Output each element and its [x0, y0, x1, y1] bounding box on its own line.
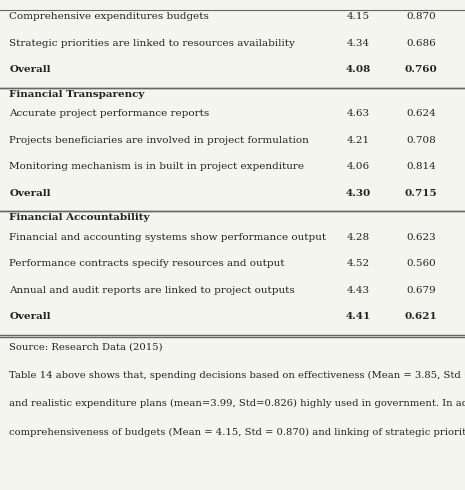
Text: Annual and audit reports are linked to project outputs: Annual and audit reports are linked to p… — [9, 286, 295, 294]
Text: 0.624: 0.624 — [406, 109, 436, 118]
Text: Strategic priorities are linked to resources availability: Strategic priorities are linked to resou… — [9, 39, 295, 48]
Text: Table 14 above shows that, spending decisions based on effectiveness (Mean = 3.8: Table 14 above shows that, spending deci… — [9, 371, 465, 380]
Text: 0.679: 0.679 — [406, 286, 436, 294]
Text: 4.41: 4.41 — [345, 312, 371, 321]
Text: 0.621: 0.621 — [405, 312, 437, 321]
Text: 4.06: 4.06 — [346, 162, 370, 171]
Text: Projects beneficiaries are involved in project formulation: Projects beneficiaries are involved in p… — [9, 136, 309, 145]
Text: 4.63: 4.63 — [346, 109, 370, 118]
Text: 4.30: 4.30 — [345, 189, 371, 197]
Text: Financial Accountability: Financial Accountability — [9, 213, 150, 222]
Text: 4.34: 4.34 — [346, 39, 370, 48]
Text: Financial Transparency: Financial Transparency — [9, 90, 145, 98]
Text: 0.560: 0.560 — [406, 259, 436, 268]
Text: 4.15: 4.15 — [346, 12, 370, 21]
Text: and realistic expenditure plans (mean=3.99, Std=0.826) highly used in government: and realistic expenditure plans (mean=3.… — [9, 399, 465, 409]
Text: 0.715: 0.715 — [405, 189, 437, 197]
Text: Financial and accounting systems show performance output: Financial and accounting systems show pe… — [9, 233, 326, 242]
Text: comprehensiveness of budgets (Mean = 4.15, Std = 0.870) and linking of strategic: comprehensiveness of budgets (Mean = 4.1… — [9, 428, 465, 437]
Text: 0.814: 0.814 — [406, 162, 436, 171]
Text: 0.686: 0.686 — [406, 39, 436, 48]
Text: Monitoring mechanism is in built in project expenditure: Monitoring mechanism is in built in proj… — [9, 162, 304, 171]
Text: 0.623: 0.623 — [406, 233, 436, 242]
Text: 0.760: 0.760 — [405, 65, 437, 74]
Text: Comprehensive expenditures budgets: Comprehensive expenditures budgets — [9, 12, 209, 21]
Text: 4.28: 4.28 — [346, 233, 370, 242]
Text: 4.21: 4.21 — [346, 136, 370, 145]
Text: Overall: Overall — [9, 65, 51, 74]
Text: Overall: Overall — [9, 312, 51, 321]
Text: 4.08: 4.08 — [345, 65, 371, 74]
Text: 4.52: 4.52 — [346, 259, 370, 268]
Text: Source: Research Data (2015): Source: Research Data (2015) — [9, 343, 163, 351]
Text: Overall: Overall — [9, 189, 51, 197]
Text: Accurate project performance reports: Accurate project performance reports — [9, 109, 210, 118]
Text: Performance contracts specify resources and output: Performance contracts specify resources … — [9, 259, 285, 268]
Text: 0.870: 0.870 — [406, 12, 436, 21]
Text: 0.708: 0.708 — [406, 136, 436, 145]
Text: 4.43: 4.43 — [346, 286, 370, 294]
